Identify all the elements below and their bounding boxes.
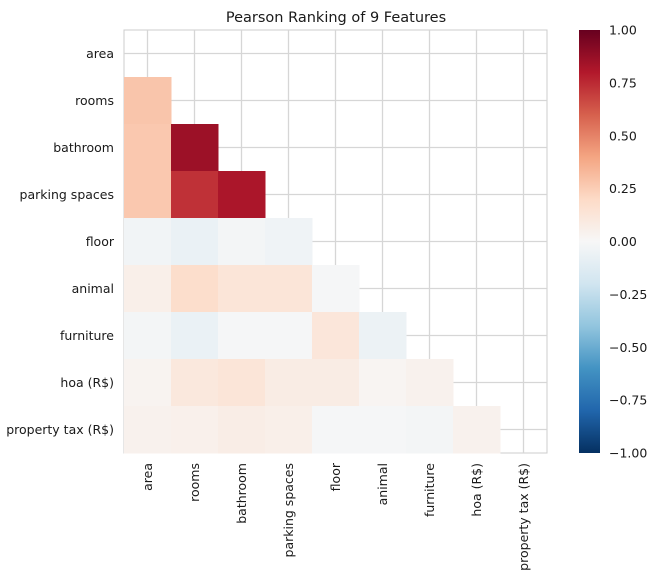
x-tick-label: floor [328, 462, 343, 491]
y-tick-label: animal [72, 281, 114, 296]
x-tick-label: parking spaces [281, 463, 296, 557]
heatmap-cell [265, 265, 313, 313]
x-tick-labels: area rooms bathroom parking spaces floor anim… [140, 462, 531, 571]
heatmap-cell [171, 124, 219, 172]
y-tick-labels: area rooms bathroom parking spaces floor anim… [6, 46, 115, 437]
heatmap-cell [124, 359, 172, 407]
heatmap-cell [265, 218, 313, 266]
colorbar-tick-label: 0.50 [609, 128, 637, 143]
colorbar: 1.00 0.75 0.50 0.25 0.00 −0.25 −0.50 −0.75 −1.00 [579, 23, 647, 461]
heatmap-cell [359, 359, 407, 407]
colorbar-tick-label: 0.75 [609, 75, 637, 90]
colorbar-gradient [579, 30, 600, 453]
heatmap-cell [406, 406, 454, 454]
y-tick-label: bathroom [53, 140, 114, 155]
x-tick-label: property tax (R$) [516, 463, 531, 571]
y-tick-label: rooms [75, 93, 114, 108]
y-tick-label: hoa (R$) [60, 375, 114, 390]
y-tick-label: furniture [60, 328, 114, 343]
heatmap-cell [171, 218, 219, 266]
heatmap-cell [124, 77, 172, 125]
heatmap-cell [265, 312, 313, 360]
heatmap-cell [359, 312, 407, 360]
y-tick-label: floor [86, 234, 115, 249]
heatmap-cell [312, 406, 360, 454]
y-tick-label: property tax (R$) [6, 422, 114, 437]
heatmap-cell [406, 359, 454, 407]
x-tick-label: hoa (R$) [469, 463, 484, 517]
heatmap-cell [218, 359, 266, 407]
colorbar-tick-label: 1.00 [609, 23, 637, 38]
heatmap-cell [171, 171, 219, 219]
heatmap-cell [312, 265, 360, 313]
x-tick-label: rooms [187, 463, 202, 502]
heatmap-cell [312, 359, 360, 407]
heatmap-cell [171, 406, 219, 454]
heatmap-cell [359, 406, 407, 454]
x-tick-label: animal [375, 463, 390, 505]
heatmap-cell [265, 406, 313, 454]
heatmap-cell [218, 218, 266, 266]
heatmap-cell [171, 312, 219, 360]
heatmap-cell [218, 312, 266, 360]
x-tick-label: furniture [422, 463, 437, 517]
heatmap-cell [124, 265, 172, 313]
x-tick-label: area [140, 463, 155, 491]
colorbar-tick-label: −0.50 [609, 340, 647, 355]
heatmap-cell [124, 406, 172, 454]
colorbar-tick-label: 0.25 [609, 181, 637, 196]
heatmap-cell [124, 312, 172, 360]
colorbar-tick-label: −1.00 [609, 446, 647, 461]
y-tick-label: parking spaces [20, 187, 114, 202]
heatmap-cell [218, 406, 266, 454]
heatmap-cell [218, 171, 266, 219]
colorbar-tick-label: −0.75 [609, 393, 647, 408]
x-tick-label: bathroom [234, 463, 249, 524]
heatmap-cell [218, 265, 266, 313]
heatmap-cell [453, 406, 501, 454]
heatmap-cell [124, 218, 172, 266]
heatmap-cell [265, 359, 313, 407]
colorbar-tick-label: −0.25 [609, 287, 647, 302]
chart-title: Pearson Ranking of 9 Features [226, 10, 446, 26]
heatmap-cell [124, 171, 172, 219]
heatmap-cell [171, 265, 219, 313]
colorbar-tick-label: 0.00 [609, 234, 637, 249]
heatmap-cells [124, 77, 501, 454]
heatmap-cell [312, 312, 360, 360]
y-tick-label: area [86, 46, 114, 61]
heatmap-cell [171, 359, 219, 407]
heatmap-cell [124, 124, 172, 172]
